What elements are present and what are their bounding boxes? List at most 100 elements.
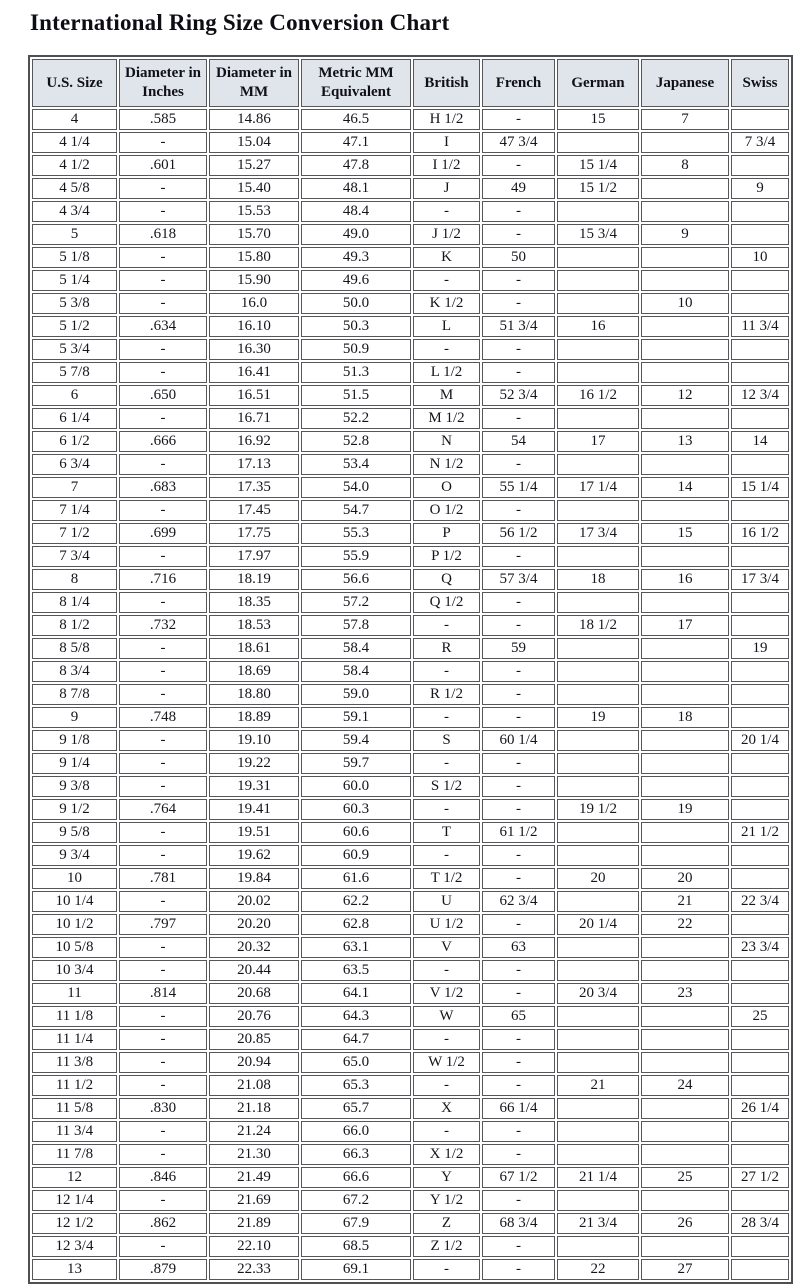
- table-cell: -: [413, 201, 480, 222]
- table-row: 11.814 20.68 64.1 V 1/2-20 3/4 23: [32, 983, 789, 1004]
- table-cell: [731, 500, 789, 521]
- table-row: 9 5/8-19.51 60.6 T 61 1/2 21 1/2: [32, 822, 789, 843]
- table-cell: 58.4: [301, 661, 411, 682]
- table-cell: .601: [119, 155, 207, 176]
- table-cell: .585: [119, 109, 207, 130]
- table-row: 5 3/8-16.0 50.0 K 1/2-10: [32, 293, 789, 314]
- table-cell: 55.9: [301, 546, 411, 567]
- table-cell: [731, 270, 789, 291]
- table-row: 11 1/8-20.76 64.3 W 65 25: [32, 1006, 789, 1027]
- table-cell: [557, 822, 639, 843]
- table-cell: [557, 1144, 639, 1165]
- table-cell: 50: [482, 247, 555, 268]
- table-cell: -: [413, 1259, 480, 1280]
- table-cell: 15.80: [209, 247, 299, 268]
- table-cell: [557, 362, 639, 383]
- table-cell: 5 3/4: [32, 339, 117, 360]
- table-row: 8 1/4-18.35 57.2 Q 1/2-: [32, 592, 789, 613]
- table-cell: -: [482, 155, 555, 176]
- table-cell: -: [119, 178, 207, 199]
- table-cell: [731, 615, 789, 636]
- table-cell: [557, 454, 639, 475]
- table-row: 4 1/2.601 15.27 47.8 I 1/2-15 1/4 8: [32, 155, 789, 176]
- table-row: 10 5/8-20.32 63.1 V 63 23 3/4: [32, 937, 789, 958]
- table-cell: -: [119, 293, 207, 314]
- table-cell: [557, 960, 639, 981]
- table-cell: -: [482, 592, 555, 613]
- table-cell: [557, 638, 639, 659]
- table-cell: Q: [413, 569, 480, 590]
- table-cell: -: [482, 707, 555, 728]
- table-cell: 59.7: [301, 753, 411, 774]
- table-cell: -: [482, 500, 555, 521]
- table-row: 4 1/4-15.04 47.1 I 47 3/4 7 3/4: [32, 132, 789, 153]
- table-cell: 48.1: [301, 178, 411, 199]
- table-cell: .846: [119, 1167, 207, 1188]
- table-cell: .862: [119, 1213, 207, 1234]
- table-cell: -: [119, 638, 207, 659]
- table-cell: 17: [641, 615, 729, 636]
- table-cell: [641, 937, 729, 958]
- table-cell: 57.2: [301, 592, 411, 613]
- table-cell: 10: [731, 247, 789, 268]
- table-row: 7 1/2.699 17.75 55.3 P 56 1/2 17 3/4 15 16 1/2: [32, 523, 789, 544]
- table-cell: .764: [119, 799, 207, 820]
- table-cell: .650: [119, 385, 207, 406]
- table-cell: -: [482, 615, 555, 636]
- table-cell: 15.70: [209, 224, 299, 245]
- table-cell: V: [413, 937, 480, 958]
- table-cell: 17.97: [209, 546, 299, 567]
- table-cell: 12 3/4: [32, 1236, 117, 1257]
- table-cell: 8: [32, 569, 117, 590]
- table-row: 7 3/4-17.97 55.9 P 1/2-: [32, 546, 789, 567]
- table-cell: 7: [32, 477, 117, 498]
- table-cell: 7 1/4: [32, 500, 117, 521]
- table-cell: 59.1: [301, 707, 411, 728]
- table-cell: .634: [119, 316, 207, 337]
- table-cell: 11 3/4: [731, 316, 789, 337]
- table-cell: -: [119, 845, 207, 866]
- table-cell: [557, 270, 639, 291]
- table-cell: N: [413, 431, 480, 452]
- table-cell: -: [482, 362, 555, 383]
- table-cell: 19: [557, 707, 639, 728]
- table-cell: 20.32: [209, 937, 299, 958]
- column-header: Diameter in MM: [209, 59, 299, 107]
- table-cell: 16.92: [209, 431, 299, 452]
- table-cell: 20.76: [209, 1006, 299, 1027]
- table-cell: -: [482, 684, 555, 705]
- table-cell: -: [413, 270, 480, 291]
- table-cell: -: [482, 1259, 555, 1280]
- table-cell: [731, 592, 789, 613]
- table-cell: [731, 753, 789, 774]
- table-cell: 17.13: [209, 454, 299, 475]
- table-cell: [731, 1190, 789, 1211]
- table-cell: 13: [641, 431, 729, 452]
- table-cell: 68 3/4: [482, 1213, 555, 1234]
- table-row: 6.650 16.51 51.5 M 52 3/4 16 1/2 12 12 3/4: [32, 385, 789, 406]
- table-cell: 5 3/8: [32, 293, 117, 314]
- table-cell: 15.27: [209, 155, 299, 176]
- table-cell: 18: [641, 707, 729, 728]
- table-cell: [731, 109, 789, 130]
- table-cell: 5: [32, 224, 117, 245]
- table-cell: -: [119, 408, 207, 429]
- table-cell: 63.1: [301, 937, 411, 958]
- table-cell: 54.0: [301, 477, 411, 498]
- table-cell: -: [413, 707, 480, 728]
- table-cell: [557, 684, 639, 705]
- table-cell: 21 1/4: [557, 1167, 639, 1188]
- table-cell: 20.94: [209, 1052, 299, 1073]
- column-header: Diameter in Inches: [119, 59, 207, 107]
- table-cell: 66.3: [301, 1144, 411, 1165]
- table-cell: .814: [119, 983, 207, 1004]
- table-cell: 18.61: [209, 638, 299, 659]
- table-cell: 9: [641, 224, 729, 245]
- table-cell: 57.8: [301, 615, 411, 636]
- table-cell: -: [119, 937, 207, 958]
- table-cell: 18.80: [209, 684, 299, 705]
- table-cell: [641, 454, 729, 475]
- table-cell: [557, 661, 639, 682]
- table-cell: -: [119, 1121, 207, 1142]
- table-cell: 64.3: [301, 1006, 411, 1027]
